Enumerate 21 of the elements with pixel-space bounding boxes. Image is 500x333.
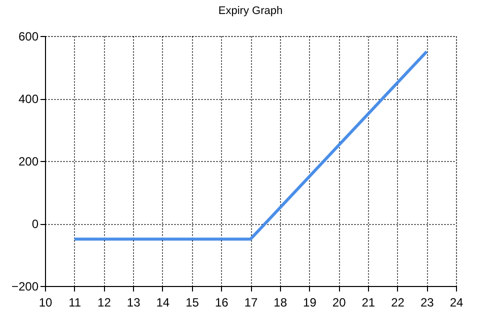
y-tick-label: 600 — [18, 30, 39, 44]
x-tick-label: 20 — [332, 296, 346, 310]
x-tick-label: 10 — [38, 296, 52, 310]
y-tick-label: −200 — [11, 280, 39, 294]
x-tick-label: 18 — [274, 296, 288, 310]
x-tick-label: 15 — [186, 296, 200, 310]
x-tick-label: 11 — [68, 296, 82, 310]
y-tick-label: 400 — [18, 92, 39, 106]
y-tick-label: 200 — [18, 154, 39, 168]
x-tick-label: 24 — [450, 296, 464, 310]
x-tick-label: 22 — [391, 296, 405, 310]
x-tick-label: 21 — [362, 296, 376, 310]
chart-title: Expiry Graph — [218, 5, 283, 17]
y-tick-label: 0 — [32, 217, 39, 231]
x-tick-label: 16 — [214, 296, 229, 310]
x-tick-label: 13 — [126, 296, 141, 310]
x-tick-label: 19 — [303, 296, 317, 310]
x-tick-label: 23 — [420, 296, 434, 310]
x-tick-label: 14 — [156, 296, 170, 310]
x-tick-label: 12 — [98, 296, 112, 310]
x-tick-label: 17 — [244, 296, 258, 310]
